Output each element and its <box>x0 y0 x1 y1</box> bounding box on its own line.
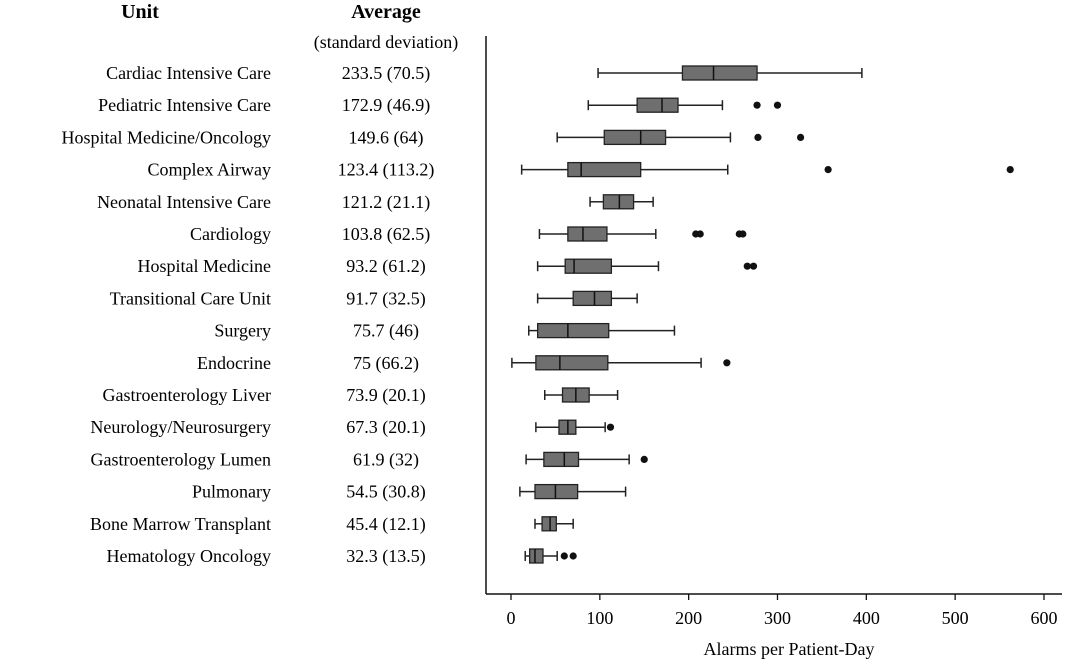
unit-label: Hospital Medicine <box>138 256 271 276</box>
row-4: Neonatal Intensive Care 121.2 (21.1) <box>97 192 654 213</box>
iqr-box <box>564 258 613 274</box>
row-13: Pulmonary 54.5 (30.8) <box>192 482 627 503</box>
average-value: 172.9 (46.9) <box>342 95 431 116</box>
average-value: 75 (66.2) <box>353 353 419 374</box>
outlier-point <box>640 455 648 463</box>
iqr-box <box>535 355 609 371</box>
average-value: 121.2 (21.1) <box>342 192 431 213</box>
iqr-box <box>541 516 557 532</box>
row-2: Hospital Medicine/Oncology 149.6 (64) <box>62 127 805 148</box>
unit-label: Neurology/Neurosurgery <box>90 417 271 437</box>
unit-label: Complex Airway <box>148 160 272 180</box>
row-9: Endocrine 75 (66.2) <box>197 353 731 374</box>
x-tick-label: 0 <box>507 608 516 628</box>
row-11: Neurology/Neurosurgery 67.3 (20.1) <box>90 417 615 438</box>
outlier-point <box>723 359 731 367</box>
average-value: 75.7 (46) <box>353 321 419 342</box>
unit-label: Endocrine <box>197 353 271 373</box>
iqr-box <box>567 161 642 178</box>
iqr-box <box>572 290 613 307</box>
outlier-point <box>796 133 805 141</box>
row-8: Surgery 75.7 (46) <box>214 321 676 342</box>
iqr-box <box>543 451 580 468</box>
row-7: Transitional Care Unit 91.7 (32.5) <box>110 288 638 309</box>
unit-label: Hematology Oncology <box>107 546 271 566</box>
x-tick-label: 100 <box>586 608 613 628</box>
iqr-box <box>534 483 579 500</box>
iqr-box <box>603 129 667 146</box>
x-tick-label: 300 <box>764 608 791 628</box>
unit-label: Cardiac Intensive Care <box>106 63 271 83</box>
iqr-box <box>567 226 608 242</box>
iqr-box <box>636 97 679 113</box>
average-value: 103.8 (62.5) <box>342 224 431 245</box>
x-tick-label: 400 <box>853 608 880 628</box>
unit-label: Pulmonary <box>192 482 271 502</box>
outlier-point <box>824 166 832 174</box>
x-tick-label: 600 <box>1030 608 1057 628</box>
outlier-point <box>773 101 782 109</box>
outlier-point <box>606 423 615 431</box>
outlier-point <box>569 552 577 560</box>
row-14: Bone Marrow Transplant 45.4 (12.1) <box>90 514 574 535</box>
row-12: Gastroenterology Lumen 61.9 (32) <box>91 449 648 470</box>
unit-label: Surgery <box>214 321 271 341</box>
outlier-point <box>560 552 568 560</box>
average-value: 45.4 (12.1) <box>346 514 426 535</box>
unit-label: Hospital Medicine/Oncology <box>62 127 271 147</box>
row-10: Gastroenterology Liver 73.9 (20.1) <box>103 385 619 406</box>
row-1: Pediatric Intensive Care 172.9 (46.9) <box>98 95 782 116</box>
average-column-subheader: (standard deviation) <box>314 32 458 53</box>
chart-rows: Cardiac Intensive Care 233.5 (70.5) Pediat… <box>62 63 1014 567</box>
unit-label: Cardiology <box>190 224 271 244</box>
average-value: 32.3 (13.5) <box>346 546 426 567</box>
average-column-header: Average <box>351 1 421 23</box>
x-tick-label: 200 <box>675 608 702 628</box>
row-6: Hospital Medicine 93.2 (61.2) <box>138 256 758 277</box>
row-0: Cardiac Intensive Care 233.5 (70.5) <box>106 63 863 84</box>
row-15: Hematology Oncology 32.3 (13.5) <box>107 546 577 567</box>
unit-label: Neonatal Intensive Care <box>97 192 271 212</box>
x-axis-label: Alarms per Patient-Day <box>704 639 875 659</box>
outlier-point <box>743 262 751 270</box>
iqr-box <box>536 322 610 339</box>
outlier-point <box>753 101 761 109</box>
outlier-point <box>749 262 758 270</box>
outlier-point <box>754 133 762 141</box>
row-5: Cardiology 103.8 (62.5) <box>190 224 747 245</box>
average-value: 67.3 (20.1) <box>346 417 426 438</box>
outlier-point <box>739 230 747 238</box>
average-value: 233.5 (70.5) <box>342 63 431 84</box>
unit-label: Gastroenterology Liver <box>103 385 271 405</box>
iqr-box <box>529 548 544 564</box>
iqr-box <box>681 65 758 81</box>
outlier-point <box>1006 166 1014 174</box>
average-value: 73.9 (20.1) <box>346 385 426 406</box>
iqr-box <box>602 194 635 210</box>
average-value: 61.9 (32) <box>353 449 419 470</box>
unit-label: Gastroenterology Lumen <box>91 449 271 469</box>
unit-label: Bone Marrow Transplant <box>90 514 271 534</box>
x-axis-ticks: 0 100 200 300 400 500 600 <box>507 594 1057 628</box>
unit-label: Pediatric Intensive Care <box>98 95 271 115</box>
average-value: 149.6 (64) <box>349 127 424 148</box>
average-value: 54.5 (30.8) <box>346 482 426 503</box>
unit-label: Transitional Care Unit <box>110 288 271 308</box>
average-value: 93.2 (61.2) <box>346 256 426 277</box>
average-value: 91.7 (32.5) <box>346 288 426 309</box>
x-tick-label: 500 <box>942 608 969 628</box>
row-3: Complex Airway 123.4 (113.2) <box>148 160 1014 181</box>
average-value: 123.4 (113.2) <box>338 160 435 181</box>
outlier-point <box>696 230 704 238</box>
unit-column-header: Unit <box>121 1 159 23</box>
